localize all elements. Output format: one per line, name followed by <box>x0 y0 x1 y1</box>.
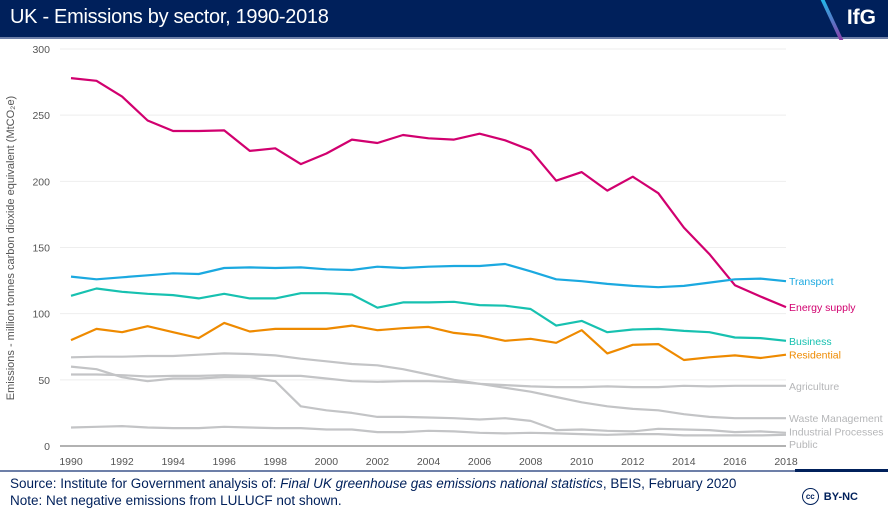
series-label-business: Business <box>789 336 832 348</box>
footer-divider <box>0 470 888 472</box>
x-tick-label: 1996 <box>213 456 237 468</box>
license-text: BY-NC <box>823 490 858 503</box>
series-line-waste-management <box>70 352 786 420</box>
source-prefix: Source: Institute for Government analysi… <box>10 476 281 491</box>
x-tick-label: 1990 <box>59 456 83 468</box>
header-bar: UK - Emissions by sector, 1990-2018 IfG <box>0 0 888 40</box>
y-tick-label: 50 <box>38 375 50 387</box>
ifg-logo: IfG <box>846 6 876 29</box>
license-badge: cc BY-NC <box>801 488 858 505</box>
footer-divider-accent <box>795 469 888 472</box>
x-tick-label: 2014 <box>672 456 696 468</box>
source-note: Source: Institute for Government analysi… <box>10 476 736 492</box>
y-tick-label: 250 <box>32 110 50 122</box>
series-label-energy-supply: Energy supply <box>789 302 856 314</box>
x-tick-label: 2018 <box>774 456 798 468</box>
y-tick-label: 200 <box>32 176 50 188</box>
x-tick-label: 1994 <box>161 456 185 468</box>
series-line-business <box>70 287 787 342</box>
gridlines <box>60 48 786 447</box>
x-tick-label: 2016 <box>723 456 747 468</box>
x-tick-label: 2002 <box>366 456 390 468</box>
series-line-agriculture <box>71 373 786 389</box>
series-labels: Transport Energy supply Business Residentia… <box>789 276 884 451</box>
x-tick-label: 2012 <box>621 456 645 468</box>
y-axis-title: Emissions - million tonnes carbon dioxid… <box>5 96 17 400</box>
x-tick-label: 2006 <box>468 456 492 468</box>
chart-title: UK - Emissions by sector, 1990-2018 <box>10 6 329 28</box>
y-tick-label: 150 <box>32 243 50 255</box>
x-tick-label: 2010 <box>570 456 594 468</box>
series-label-industrial-processes: Industrial Processes <box>789 427 884 439</box>
series-line-residential <box>70 321 787 362</box>
x-tick-label: 2004 <box>417 456 441 468</box>
series-label-residential: Residential <box>789 350 841 362</box>
x-tick-label: 2008 <box>519 456 543 468</box>
series-label-agriculture: Agriculture <box>789 381 839 393</box>
series-line-transport <box>70 262 787 289</box>
series-line-public <box>70 425 787 437</box>
x-axis: 1990 1992 1994 1996 1998 2000 2002 2004 2006 2008… <box>59 456 798 468</box>
series-label-waste-management: Waste Management <box>789 413 883 425</box>
series-lines <box>70 77 787 437</box>
y-tick-label: 100 <box>32 309 50 321</box>
x-tick-label: 1998 <box>264 456 288 468</box>
creative-commons-icon: cc <box>801 488 819 505</box>
series-label-transport: Transport <box>789 276 834 288</box>
x-tick-label: 1992 <box>110 456 134 468</box>
footnote: Note: Net negative emissions from LULUCF… <box>10 493 342 508</box>
y-tick-label: 0 <box>44 441 50 453</box>
y-axis: 0 50 100 150 200 250 300 <box>32 44 50 453</box>
series-line-energy-supply <box>70 77 787 309</box>
x-tick-label: 2000 <box>315 456 339 468</box>
source-title: Final UK greenhouse gas emissions nation… <box>280 476 603 491</box>
series-line-industrial-processes <box>70 365 787 434</box>
source-suffix: , BEIS, February 2020 <box>602 476 737 491</box>
series-label-public: Public <box>789 439 818 451</box>
logo-slash-graphic <box>820 0 844 40</box>
y-tick-label: 300 <box>32 44 50 56</box>
